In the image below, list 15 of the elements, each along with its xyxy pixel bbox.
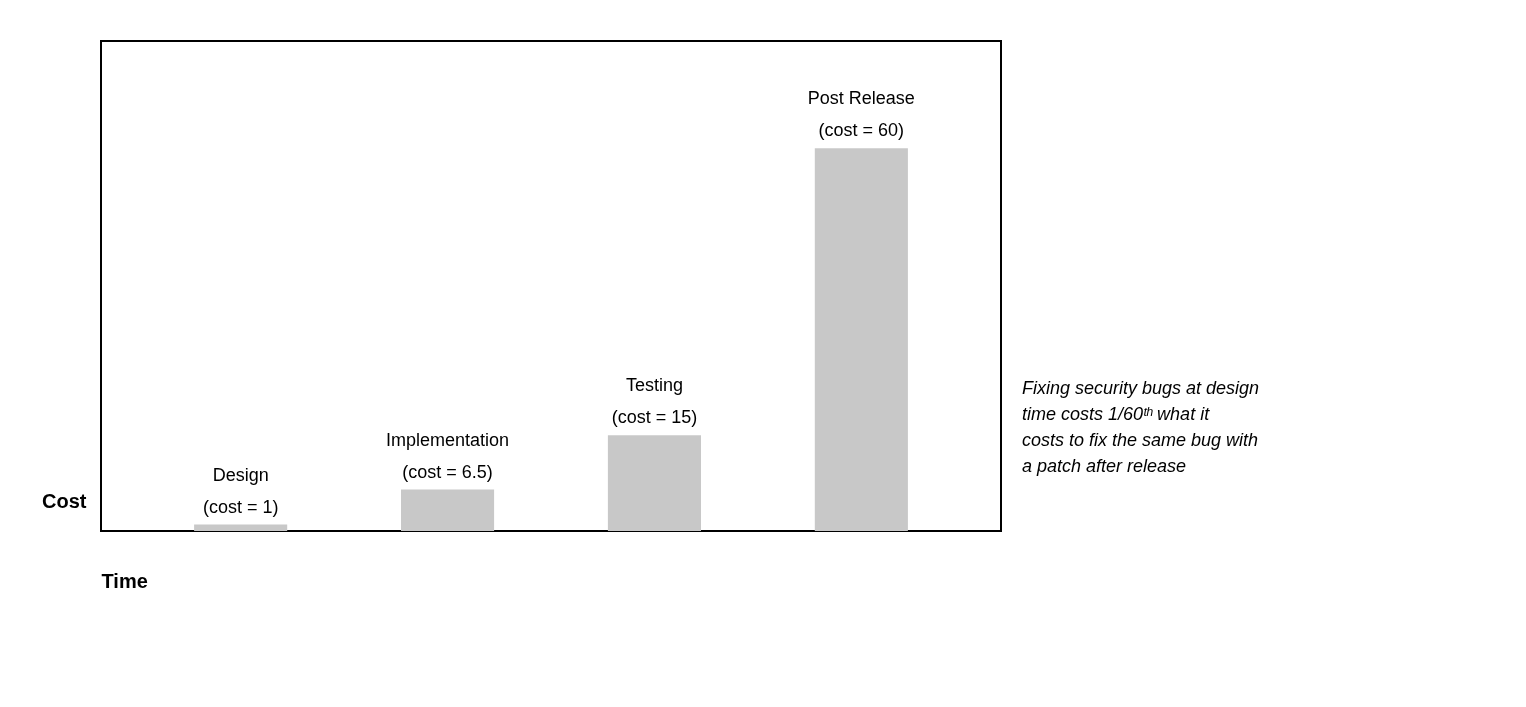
y-axis-title: Cost [42,489,87,512]
bar [194,524,288,531]
bar [607,435,701,531]
data-label: (cost = 1) [202,496,279,517]
data-label: (cost = 15) [611,407,698,428]
x-tick-label: Testing [625,375,683,396]
x-tick-label: Implementation [386,429,510,450]
data-label: (cost = 6.5) [402,461,493,482]
text: Fixing security bugs at design time costs 1/60ᵗʰ what it costs to fix the same bug with a patch after release [1022,378,1260,476]
bar [814,148,908,531]
data-label: (cost = 60) [818,120,905,141]
x-tick-label: Post Release [807,88,915,109]
x-tick-label: Design [212,464,269,485]
x-axis-title: Time [101,569,148,592]
bar [401,489,495,531]
